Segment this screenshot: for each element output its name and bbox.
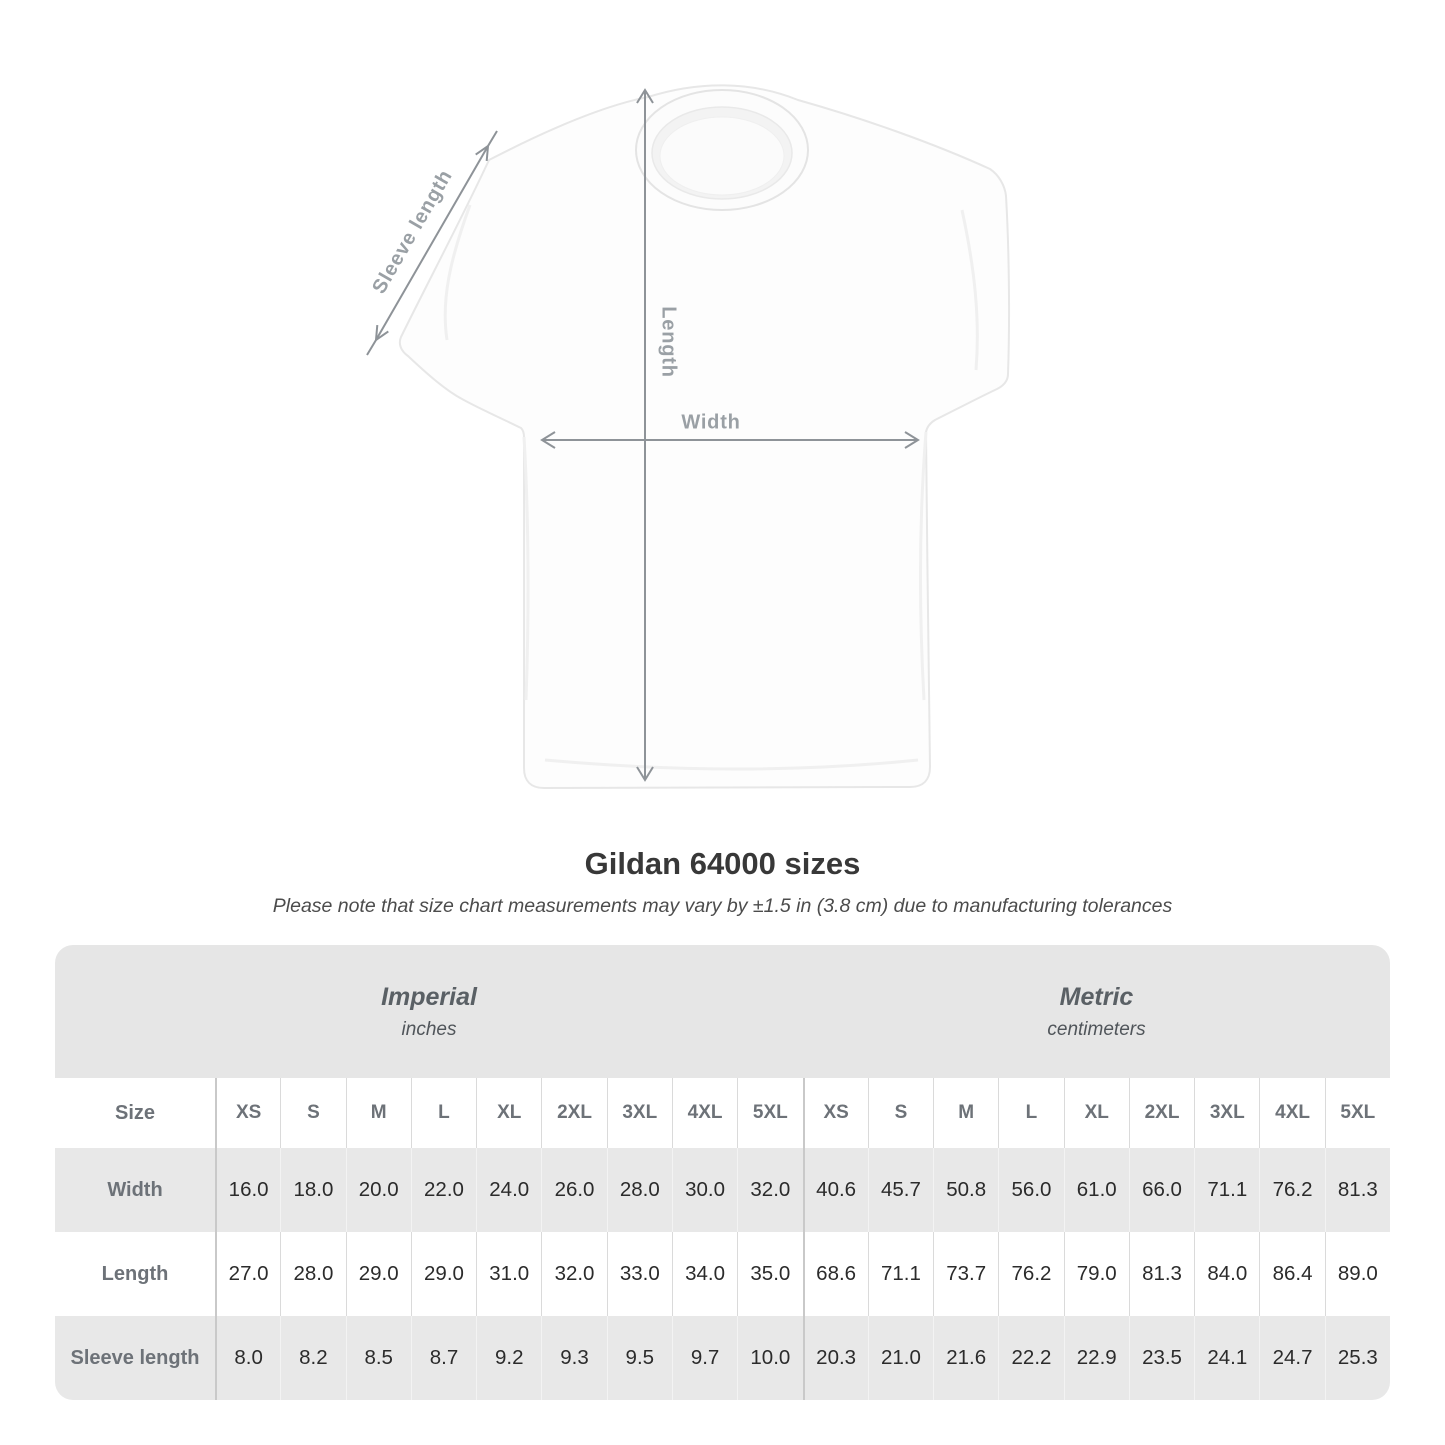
imperial-value-cell: 24.0	[476, 1148, 542, 1232]
imperial-value-cell: 34.0	[671, 1232, 738, 1316]
metric-size-header-xs: XS	[802, 1078, 868, 1148]
metric-value-cell: 22.2	[998, 1316, 1064, 1400]
width-arrow	[540, 431, 920, 449]
metric-value-cell: 73.7	[933, 1232, 999, 1316]
size-chart-table: Imperial inches Metric centimeters Size X…	[55, 945, 1390, 1400]
metric-value-cell: 20.3	[802, 1316, 868, 1400]
metric-value-cell: 79.0	[1063, 1232, 1129, 1316]
tolerance-note: Please note that size chart measurements…	[272, 895, 1173, 917]
metric-value-cell: 89.0	[1324, 1232, 1390, 1316]
row-label: Width	[55, 1148, 215, 1232]
imperial-size-header-5xl: 5XL	[737, 1078, 803, 1148]
imperial-value-cell: 31.0	[476, 1232, 542, 1316]
imperial-value-cell: 20.0	[345, 1148, 411, 1232]
metric-value-cell: 24.7	[1259, 1316, 1325, 1400]
metric-value-cell: 56.0	[998, 1148, 1064, 1232]
imperial-value-cell: 9.2	[476, 1316, 542, 1400]
imperial-value-cell: 29.0	[345, 1232, 411, 1316]
imperial-value-cell: 10.0	[737, 1316, 803, 1400]
metric-group-header: Metric centimeters	[803, 945, 1390, 1078]
imperial-value-cell: 28.0	[280, 1232, 346, 1316]
metric-value-cell: 24.1	[1194, 1316, 1260, 1400]
metric-size-header-2xl: 2XL	[1128, 1078, 1195, 1148]
metric-unit-label: centimeters	[1047, 1018, 1146, 1040]
unit-group-header-row: Imperial inches Metric centimeters	[55, 945, 1390, 1078]
page-title: Gildan 64000 sizes	[584, 846, 861, 881]
metric-value-cell: 76.2	[998, 1232, 1064, 1316]
length-label: Length	[657, 306, 680, 378]
metric-value-cell: 21.6	[933, 1316, 999, 1400]
metric-value-cell: 66.0	[1128, 1148, 1195, 1232]
tshirt-illustration	[366, 84, 1011, 790]
imperial-value-cell: 8.5	[345, 1316, 411, 1400]
imperial-size-header-xs: XS	[215, 1078, 281, 1148]
size-grid: Size XS S M L XL 2XL 3XL 4XL 5XL XS S M L XL 2XL 3XL 4XL 5…	[55, 1078, 1390, 1400]
metric-value-cell: 81.3	[1128, 1232, 1195, 1316]
imperial-value-cell: 28.0	[606, 1148, 672, 1232]
imperial-value-cell: 33.0	[606, 1232, 672, 1316]
shading-lines	[443, 204, 979, 771]
measurement-arrows	[366, 88, 920, 782]
metric-value-cell: 23.5	[1128, 1316, 1195, 1400]
metric-value-cell: 61.0	[1063, 1148, 1129, 1232]
imperial-size-header-l: L	[410, 1078, 477, 1148]
length-arrow	[636, 88, 654, 782]
imperial-value-cell: 9.5	[606, 1316, 672, 1400]
metric-size-header-5xl: 5XL	[1324, 1078, 1390, 1148]
metric-size-header-l: L	[998, 1078, 1064, 1148]
imperial-size-header-3xl: 3XL	[606, 1078, 672, 1148]
metric-value-cell: 68.6	[802, 1232, 868, 1316]
metric-value-cell: 86.4	[1259, 1232, 1325, 1316]
imperial-value-cell: 18.0	[280, 1148, 346, 1232]
metric-value-cell: 25.3	[1324, 1316, 1390, 1400]
imperial-value-cell: 32.0	[541, 1232, 607, 1316]
metric-size-header-4xl: 4XL	[1259, 1078, 1325, 1148]
metric-value-cell: 22.9	[1063, 1316, 1129, 1400]
imperial-value-cell: 8.7	[410, 1316, 477, 1400]
imperial-value-cell: 16.0	[215, 1148, 281, 1232]
imperial-value-cell: 8.0	[215, 1316, 281, 1400]
imperial-size-header-s: S	[280, 1078, 346, 1148]
metric-value-cell: 45.7	[867, 1148, 934, 1232]
collar-inner	[659, 116, 785, 196]
metric-group-label: Metric	[1059, 982, 1134, 1011]
imperial-size-header-2xl: 2XL	[541, 1078, 607, 1148]
imperial-value-cell: 32.0	[737, 1148, 803, 1232]
imperial-value-cell: 35.0	[737, 1232, 803, 1316]
imperial-size-header-4xl: 4XL	[671, 1078, 738, 1148]
metric-value-cell: 76.2	[1259, 1148, 1325, 1232]
metric-size-header-m: M	[933, 1078, 999, 1148]
size-column-header: Size	[55, 1078, 215, 1148]
row-label: Length	[55, 1232, 215, 1316]
imperial-value-cell: 22.0	[410, 1148, 477, 1232]
metric-size-header-s: S	[867, 1078, 934, 1148]
tshirt-body	[398, 84, 1011, 790]
imperial-value-cell: 8.2	[280, 1316, 346, 1400]
metric-size-header-3xl: 3XL	[1194, 1078, 1260, 1148]
imperial-value-cell: 27.0	[215, 1232, 281, 1316]
imperial-value-cell: 29.0	[410, 1232, 477, 1316]
metric-value-cell: 40.6	[802, 1148, 868, 1232]
metric-value-cell: 71.1	[1194, 1148, 1260, 1232]
imperial-value-cell: 26.0	[541, 1148, 607, 1232]
imperial-group-header: Imperial inches	[55, 945, 803, 1078]
imperial-unit-label: inches	[401, 1018, 457, 1040]
width-label: Width	[681, 411, 741, 434]
metric-value-cell: 81.3	[1324, 1148, 1390, 1232]
imperial-group-label: Imperial	[381, 982, 477, 1011]
imperial-value-cell: 9.3	[541, 1316, 607, 1400]
metric-size-header-xl: XL	[1063, 1078, 1129, 1148]
row-label: Sleeve length	[55, 1316, 215, 1400]
imperial-value-cell: 9.7	[671, 1316, 738, 1400]
imperial-size-header-xl: XL	[476, 1078, 542, 1148]
tshirt-diagram: Sleeve length Length Width	[366, 84, 1011, 790]
metric-value-cell: 71.1	[867, 1232, 934, 1316]
metric-value-cell: 50.8	[933, 1148, 999, 1232]
imperial-value-cell: 30.0	[671, 1148, 738, 1232]
metric-value-cell: 21.0	[867, 1316, 934, 1400]
metric-value-cell: 84.0	[1194, 1232, 1260, 1316]
imperial-size-header-m: M	[345, 1078, 411, 1148]
sleeve-length-arrow	[366, 130, 498, 356]
